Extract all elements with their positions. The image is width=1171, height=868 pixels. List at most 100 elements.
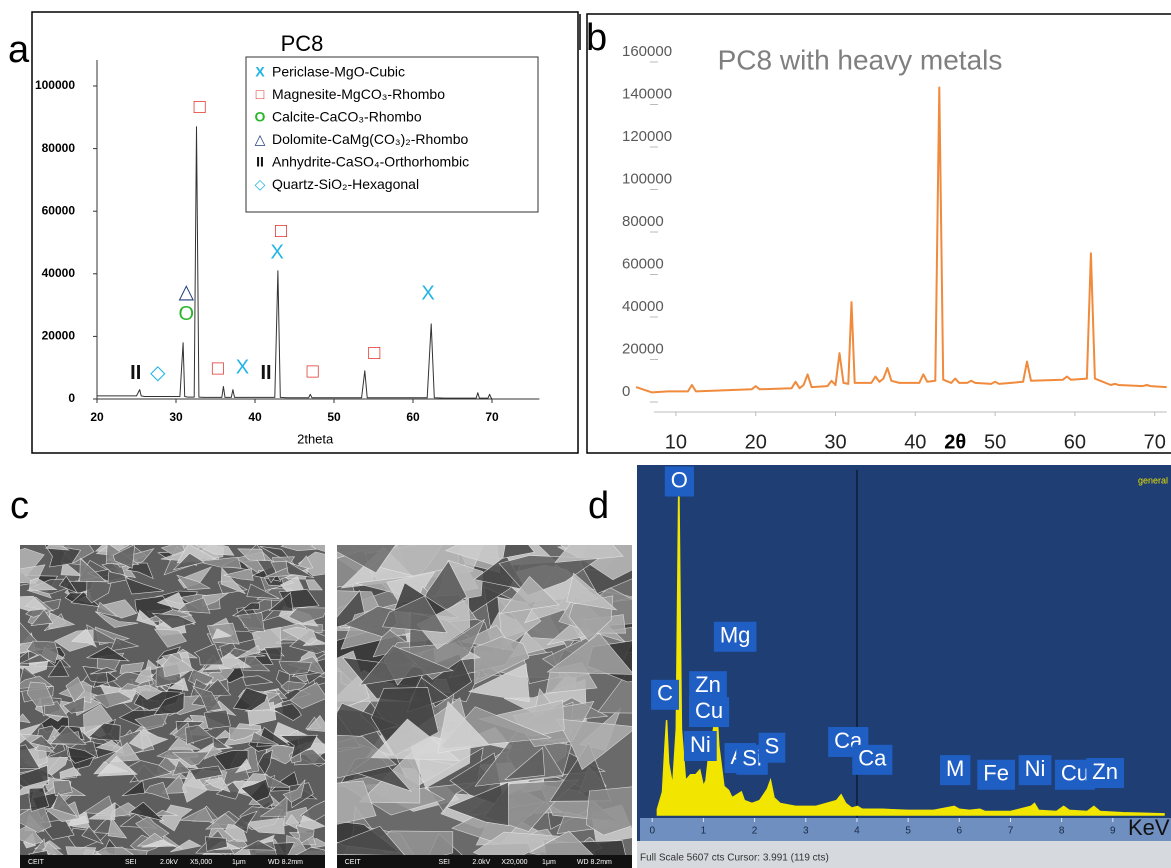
flake [141, 839, 177, 848]
flake [246, 583, 280, 599]
flake [20, 744, 41, 769]
legend-label: Anhydrite-CaSO₄-Orthorhombic [272, 154, 469, 170]
flake [202, 592, 229, 607]
panel-label: b [586, 17, 607, 59]
annotation: □ [307, 360, 319, 382]
flake [382, 595, 448, 634]
legend-label: Calcite-CaCO₃-Rhombo [272, 109, 422, 125]
x-tick-label: 20 [90, 410, 104, 424]
x-tick-label: 40 [904, 431, 926, 453]
flake [546, 632, 632, 675]
flake [167, 677, 189, 692]
flake [87, 722, 121, 741]
flake [337, 734, 397, 779]
element-label-box [688, 697, 730, 728]
flake [204, 777, 231, 793]
annotation: □ [368, 342, 380, 364]
flake [94, 611, 139, 628]
x-tick-label: 10 [665, 431, 687, 453]
flake [170, 839, 202, 853]
flake [26, 681, 55, 708]
flake [280, 545, 317, 552]
y-tick-label: 100000 [35, 78, 75, 92]
annotation: □ [212, 358, 224, 380]
sem-caption: SEI [125, 859, 136, 866]
x-tick-label: 50 [984, 431, 1006, 453]
flake [242, 675, 274, 686]
element-label-box [758, 732, 786, 763]
x-tick-label: 9 [1110, 826, 1116, 837]
x-tick-label: 40 [248, 410, 262, 424]
annotation: □ [275, 220, 287, 242]
flake [289, 682, 325, 709]
flake [107, 571, 131, 584]
sem-caption: WD 8.2mm [268, 859, 303, 866]
flake [236, 612, 265, 633]
flake [44, 545, 82, 568]
chart-title: PC8 [281, 31, 324, 56]
y-tick-label: 60000 [622, 255, 664, 272]
flake [437, 700, 490, 754]
flake [132, 684, 163, 700]
element-label-box [940, 755, 971, 786]
x-tick-label: 7 [1008, 826, 1014, 837]
flake [20, 595, 48, 612]
flake [264, 773, 291, 788]
sem-caption: CEIT [28, 859, 45, 866]
flake [232, 687, 268, 711]
sem-caption: SEI [439, 859, 450, 866]
flake [52, 792, 78, 817]
flake [162, 654, 195, 678]
flake [41, 841, 67, 859]
x-axis-label: 2theta [297, 431, 334, 446]
y-tick-label: 80000 [622, 213, 664, 230]
x-tick-label: 30 [169, 410, 183, 424]
flake [268, 592, 294, 612]
legend-symbol: ◇ [255, 176, 266, 192]
legend-symbol: □ [256, 86, 265, 102]
element-label-box [1018, 755, 1052, 786]
flake [87, 802, 116, 820]
y-tick-label: 0 [622, 383, 630, 400]
flake [107, 817, 128, 839]
flake [110, 637, 140, 652]
y-tick-label: 20000 [622, 340, 664, 357]
element-label: Ni [1025, 756, 1046, 781]
flake [86, 580, 112, 604]
flake [20, 779, 51, 796]
flake [153, 809, 178, 816]
y-tick-label: 80000 [42, 141, 76, 155]
corner-text: general [1138, 475, 1168, 485]
legend-label: Dolomite-CaMg(CO₃)₂-Rhombo [272, 131, 469, 147]
flake [49, 725, 87, 745]
flake [136, 609, 159, 628]
flake [161, 774, 188, 794]
flake [153, 692, 185, 716]
element-label: Cu [695, 698, 723, 723]
flake [92, 691, 134, 709]
flake [370, 718, 461, 761]
annotation: O [178, 303, 194, 325]
flake [279, 734, 318, 759]
sem-caption: WD 8.2mm [577, 859, 612, 866]
flake [176, 574, 211, 591]
flake [20, 713, 31, 724]
flake [280, 576, 304, 593]
flake [282, 779, 306, 803]
flake [585, 786, 632, 836]
flake [47, 659, 70, 678]
legend-symbol: △ [255, 131, 266, 147]
element-label: Cu [1061, 761, 1089, 786]
flake [62, 696, 85, 714]
flake [288, 607, 325, 624]
flake [45, 545, 70, 551]
data-line [97, 126, 492, 399]
y-tick-label: 120000 [622, 128, 672, 145]
flake [112, 545, 136, 569]
flake [20, 650, 31, 667]
flake [20, 806, 52, 833]
x-tick-label: 70 [485, 410, 499, 424]
flake [257, 749, 273, 776]
y-tick-label: 60000 [42, 203, 76, 217]
